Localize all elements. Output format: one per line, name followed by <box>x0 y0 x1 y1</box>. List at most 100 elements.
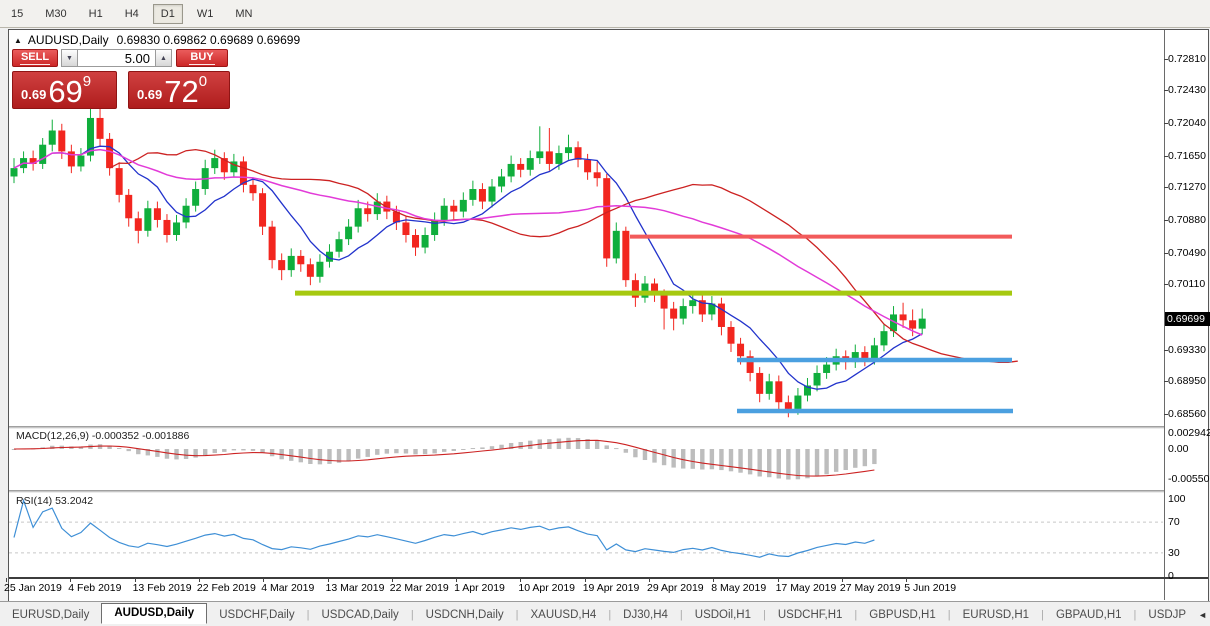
price-axis-label: 0.72430 <box>1168 84 1206 97</box>
chart-tab-usdchf-daily[interactable]: USDCHF,Daily <box>219 608 295 621</box>
sell-price-panel[interactable]: 0.69 69 9 <box>12 71 117 109</box>
date-axis-label: 13 Feb 2019 <box>132 582 192 594</box>
symbol-title: AUDUSD,Daily <box>27 33 109 47</box>
timeframe-button-H1[interactable]: H1 <box>88 7 103 20</box>
date-axis-tick <box>584 578 586 582</box>
price-axis-label: 0.71270 <box>1168 181 1206 194</box>
sell-price-prefix: 0.69 <box>21 87 47 102</box>
macd-axis-label: 0.00 <box>1168 443 1189 455</box>
date-axis-tick <box>777 578 779 582</box>
chart-tab-audusd-daily[interactable]: AUDUSD,Daily <box>101 603 208 624</box>
sell-button[interactable]: SELL <box>12 49 58 67</box>
timeframe-button-15[interactable]: 15 <box>11 7 24 20</box>
tab-separator: | <box>608 608 612 621</box>
timeframe-button-MN[interactable]: MN <box>235 7 253 20</box>
macd-axis-label: -0.00550 <box>1168 473 1210 485</box>
date-axis-label: 5 Jun 2019 <box>904 582 957 594</box>
tab-separator: | <box>679 608 683 621</box>
rsi-axis-label: 30 <box>1168 546 1180 559</box>
tab-scroll-buttons: ◄ ► <box>1198 610 1210 620</box>
volume-down-button[interactable]: ▼ <box>61 49 78 67</box>
one-click-trading-widget: SELL ▼ 5.00 ▲ BUY 0.69 69 9 0.69 72 0 <box>12 49 230 109</box>
date-axis-tick <box>841 578 843 582</box>
date-axis-tick <box>198 578 200 582</box>
price-axis-tick <box>1164 413 1168 415</box>
timeframe-toolbar: 15 M30 H1 H4 D1 W1 MN <box>0 0 1210 28</box>
timeframe-button-D1[interactable]: D1 <box>152 3 183 24</box>
buy-price-big: 72 <box>164 74 199 109</box>
price-axis-label: 0.68950 <box>1168 375 1206 388</box>
date-axis-tick <box>6 578 7 582</box>
date-axis-tick <box>263 578 265 582</box>
price-axis-tick <box>1164 58 1168 60</box>
collapse-chart-icon[interactable]: ▲ <box>14 35 22 45</box>
date-axis-tick <box>520 578 522 582</box>
date-axis-tick <box>649 578 650 582</box>
price-axis-label: 0.71650 <box>1168 149 1206 162</box>
date-axis-label: 22 Feb 2019 <box>196 582 256 594</box>
chart-tab-usdcnh-daily[interactable]: USDCNH,Daily <box>425 608 504 621</box>
date-axis-label: 27 May 2019 <box>839 582 901 594</box>
chart-tab-xauusd-h4[interactable]: XAUUSD,H4 <box>530 608 597 621</box>
date-axis-label: 13 Mar 2019 <box>325 582 385 594</box>
chart-tab-usdjp[interactable]: USDJP <box>1148 608 1187 621</box>
chart-tab-gbpaud-h1[interactable]: GBPAUD,H1 <box>1055 608 1122 621</box>
price-axis-tick <box>1164 252 1168 254</box>
chart-tab-eurusd-h1[interactable]: EURUSD,H1 <box>962 608 1030 621</box>
date-axis-tick <box>906 578 908 582</box>
triangle-up-icon: ▲ <box>160 54 167 62</box>
timeframe-button-M30[interactable]: M30 <box>45 7 67 20</box>
macd-indicator-label: MACD(12,26,9) -0.000352 -0.001886 <box>16 430 190 442</box>
date-axis-tick <box>391 578 393 582</box>
tab-separator: | <box>410 608 414 621</box>
date-axis-label: 8 May 2019 <box>711 582 767 594</box>
price-axis-label: 0.69330 <box>1168 343 1206 356</box>
pane-splitter-macd[interactable] <box>9 426 1164 429</box>
price-axis-label: 0.70490 <box>1168 246 1206 259</box>
price-axis-label: 0.70880 <box>1168 213 1206 226</box>
date-axis-label: 10 Apr 2019 <box>518 582 576 594</box>
macd-axis-label: 0.002942 <box>1168 426 1210 439</box>
chart-tab-usdoil-h1[interactable]: USDOil,H1 <box>694 608 752 621</box>
timeframe-button-H4[interactable]: H4 <box>124 7 139 20</box>
current-price-badge: 0.69699 <box>1165 312 1210 326</box>
price-axis-label: 0.68560 <box>1168 407 1206 420</box>
buy-price-panel[interactable]: 0.69 72 0 <box>127 71 230 109</box>
date-axis-tick <box>70 578 72 582</box>
timeframe-button-W1[interactable]: W1 <box>196 7 214 20</box>
chart-window <box>8 29 1209 602</box>
sell-price-sup: 9 <box>82 73 92 90</box>
sell-price-big: 69 <box>48 74 83 109</box>
price-axis-tick <box>1164 122 1168 124</box>
rsi-axis-label: 70 <box>1168 516 1180 529</box>
date-axis-label: 1 Apr 2019 <box>454 582 505 594</box>
chart-tabs: EURUSD,Daily AUDUSD,Daily USDCHF,Daily | USD… <box>0 603 1198 624</box>
tab-separator: | <box>947 608 951 621</box>
buy-button[interactable]: BUY <box>176 49 228 67</box>
price-axis-tick <box>1164 381 1168 383</box>
date-axis-label: 4 Mar 2019 <box>261 582 315 594</box>
chart-tab-dj30-h4[interactable]: DJ30,H4 <box>623 608 668 621</box>
chart-tab-usdcad-daily[interactable]: USDCAD,Daily <box>321 608 399 621</box>
ohlc-values: 0.69830 0.69862 0.69689 0.69699 <box>116 33 301 47</box>
tab-separator: | <box>763 608 766 621</box>
pane-splitter-rsi[interactable] <box>9 490 1164 493</box>
volume-up-button[interactable]: ▲ <box>155 49 172 67</box>
volume-input[interactable]: 5.00 <box>78 49 155 67</box>
tab-separator: | <box>515 608 519 621</box>
tab-scroll-left-icon[interactable]: ◄ <box>1198 609 1208 620</box>
chart-tab-eurusd-daily[interactable]: EURUSD,Daily <box>12 608 90 621</box>
price-axis-label: 0.72040 <box>1168 116 1206 129</box>
price-axis-tick <box>1164 155 1168 157</box>
rsi-axis-label: 100 <box>1168 493 1186 505</box>
date-axis-label: 19 Apr 2019 <box>582 582 640 594</box>
date-axis-label: 22 Mar 2019 <box>389 582 449 594</box>
date-axis-tick <box>134 578 136 582</box>
tab-separator: | <box>1133 608 1137 621</box>
rsi-axis-label: 0 <box>1168 570 1174 582</box>
date-axis-tick <box>456 578 458 582</box>
chart-tab-usdchf-h1[interactable]: USDCHF,H1 <box>777 608 843 621</box>
rsi-indicator-label: RSI(14) 53.2042 <box>16 495 94 507</box>
chart-tab-gbpusd-h1[interactable]: GBPUSD,H1 <box>869 608 936 621</box>
